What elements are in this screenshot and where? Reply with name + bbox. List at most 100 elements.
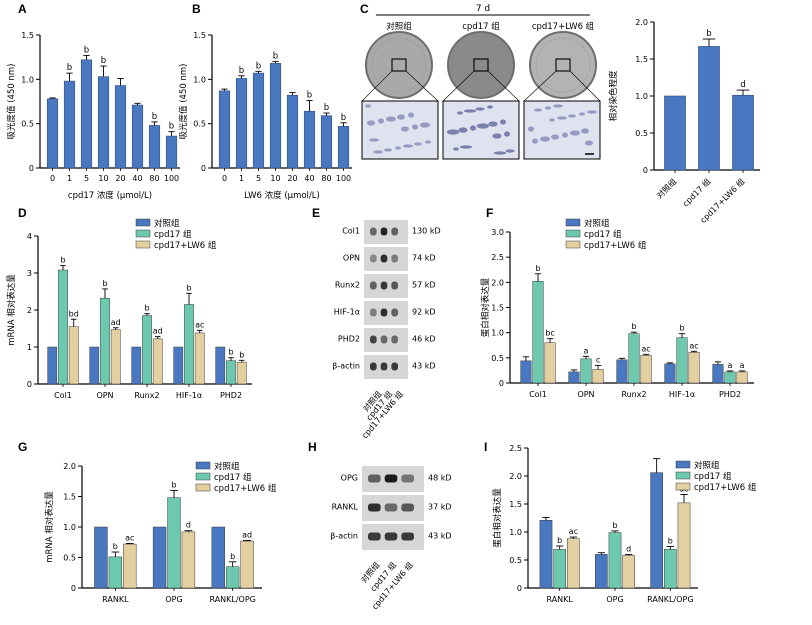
significance-label: ac	[689, 341, 698, 350]
significance-label: a	[740, 361, 745, 370]
protein-band	[370, 227, 377, 236]
x-tick-label: OPN	[577, 390, 594, 399]
y-axis-label-b: 吸光度值 (450 nm)	[178, 64, 189, 140]
bar-d-2-2	[152, 338, 163, 385]
bar-f-0-2	[544, 342, 556, 384]
significance-label: c	[596, 355, 600, 364]
zoom-line	[487, 70, 520, 102]
zoom-line	[569, 70, 601, 102]
bar-b-3	[269, 63, 282, 169]
y-tick-label: 0	[643, 166, 648, 175]
stain-spot	[568, 114, 576, 118]
y-tick-label: 0.5	[193, 120, 206, 129]
significance-label: b	[256, 61, 261, 71]
bar-a-3	[97, 76, 110, 169]
bar-b-1	[235, 78, 248, 169]
bar-d-3-1	[184, 304, 194, 385]
significance-label: b	[341, 113, 346, 123]
protein-band	[370, 254, 377, 263]
protein-band	[391, 227, 398, 236]
stain-spot	[557, 116, 567, 120]
bar-c-1	[698, 46, 720, 171]
significance-label: b	[273, 52, 278, 62]
band-size: 74 kD	[412, 254, 436, 263]
bar-d-1-2	[110, 329, 121, 385]
y-tick-label: 0	[27, 380, 32, 389]
legend-label-f-control: 对照组	[584, 218, 610, 229]
culture-dish-0	[365, 31, 433, 99]
stain-spot	[487, 105, 493, 109]
dish-texture	[371, 37, 427, 93]
panel-label-d: D	[18, 206, 27, 220]
stain-spot	[453, 147, 459, 151]
stain-spot	[475, 107, 485, 111]
bar-i-1-2	[622, 555, 636, 589]
y-axis-label-d: mRNA 相对表达量	[6, 274, 17, 346]
significance-label: b	[171, 480, 176, 489]
significance-label: b	[324, 103, 329, 113]
bar-a-0	[46, 98, 59, 169]
bar-a-5	[131, 104, 144, 169]
stain-spot	[408, 112, 414, 118]
bar-g-0-0	[94, 526, 108, 589]
x-tick-label: Runx2	[621, 390, 646, 399]
y-axis-label-f: 蛋白相对表达量	[480, 277, 491, 337]
stain-spot	[500, 119, 506, 125]
x-tick-label: 20	[287, 174, 297, 183]
significance-label: d	[740, 80, 745, 90]
panel-label-i: I	[484, 440, 488, 454]
y-tick-label: 2.0	[509, 472, 522, 481]
y-tick-label: 0	[517, 584, 522, 593]
x-tick-label: RANKL/OPG	[209, 595, 255, 604]
stain-spot	[420, 122, 430, 128]
zoom-line	[523, 70, 557, 102]
significance-label: b	[535, 264, 540, 273]
y-tick-label: 1.0	[635, 92, 648, 101]
bar-g-1-1	[167, 497, 181, 589]
x-tick-label: 5	[84, 174, 89, 183]
bar-b-0	[218, 90, 231, 169]
band-name: β-actin	[330, 532, 358, 541]
legend-swatch-d-cpd17	[135, 229, 151, 238]
band-size: 48 kD	[428, 474, 452, 483]
stain-spot	[549, 118, 555, 122]
protein-band	[380, 227, 388, 236]
y-tick-label: 1.0	[491, 329, 504, 338]
significance-label: ac	[195, 320, 204, 329]
dish-label-0: 对照组	[386, 21, 412, 32]
stain-spot	[457, 111, 463, 115]
band-name: PHD2	[338, 335, 360, 344]
y-tick-label: 1.0	[21, 75, 34, 84]
protein-band	[368, 503, 381, 512]
legend-swatch-i-cpd17	[675, 471, 691, 480]
bar-f-0-1	[532, 281, 544, 384]
stain-spot	[551, 134, 559, 140]
x-tick-label: RANKL	[102, 595, 129, 604]
x-tick-label: 0	[222, 174, 227, 183]
y-tick-label: 2.0	[63, 462, 76, 471]
protein-band	[370, 308, 377, 317]
stain-spot	[579, 112, 585, 116]
y-tick-label: 0	[29, 164, 34, 173]
dish-texture	[453, 37, 509, 93]
x-tick-label: RANKL/OPG	[647, 595, 693, 604]
significance-label: b	[307, 91, 312, 101]
band-name: OPG	[341, 474, 358, 483]
y-tick-label: 2.5	[491, 253, 504, 262]
y-tick-label: 4	[27, 232, 32, 241]
stain-spot	[587, 110, 597, 114]
significance-label: b	[230, 552, 235, 561]
x-tick-label: 80	[321, 174, 331, 183]
stain-spot	[412, 124, 418, 130]
y-tick-label: 1.5	[63, 493, 76, 502]
dish-label-1: cpd17 组	[462, 21, 500, 32]
dish-label-2: cpd17+LW6 组	[532, 21, 595, 32]
bar-d-3-2	[194, 332, 205, 385]
stain-spot	[378, 118, 384, 124]
legend-swatch-f-cpd17	[565, 229, 581, 238]
protein-band	[401, 503, 414, 512]
x-tick-label: OPG	[606, 595, 623, 604]
y-tick-label: 1.5	[509, 500, 522, 509]
stain-spot	[504, 131, 510, 137]
legend-label-f-cpd17: cpd17 组	[584, 229, 622, 240]
